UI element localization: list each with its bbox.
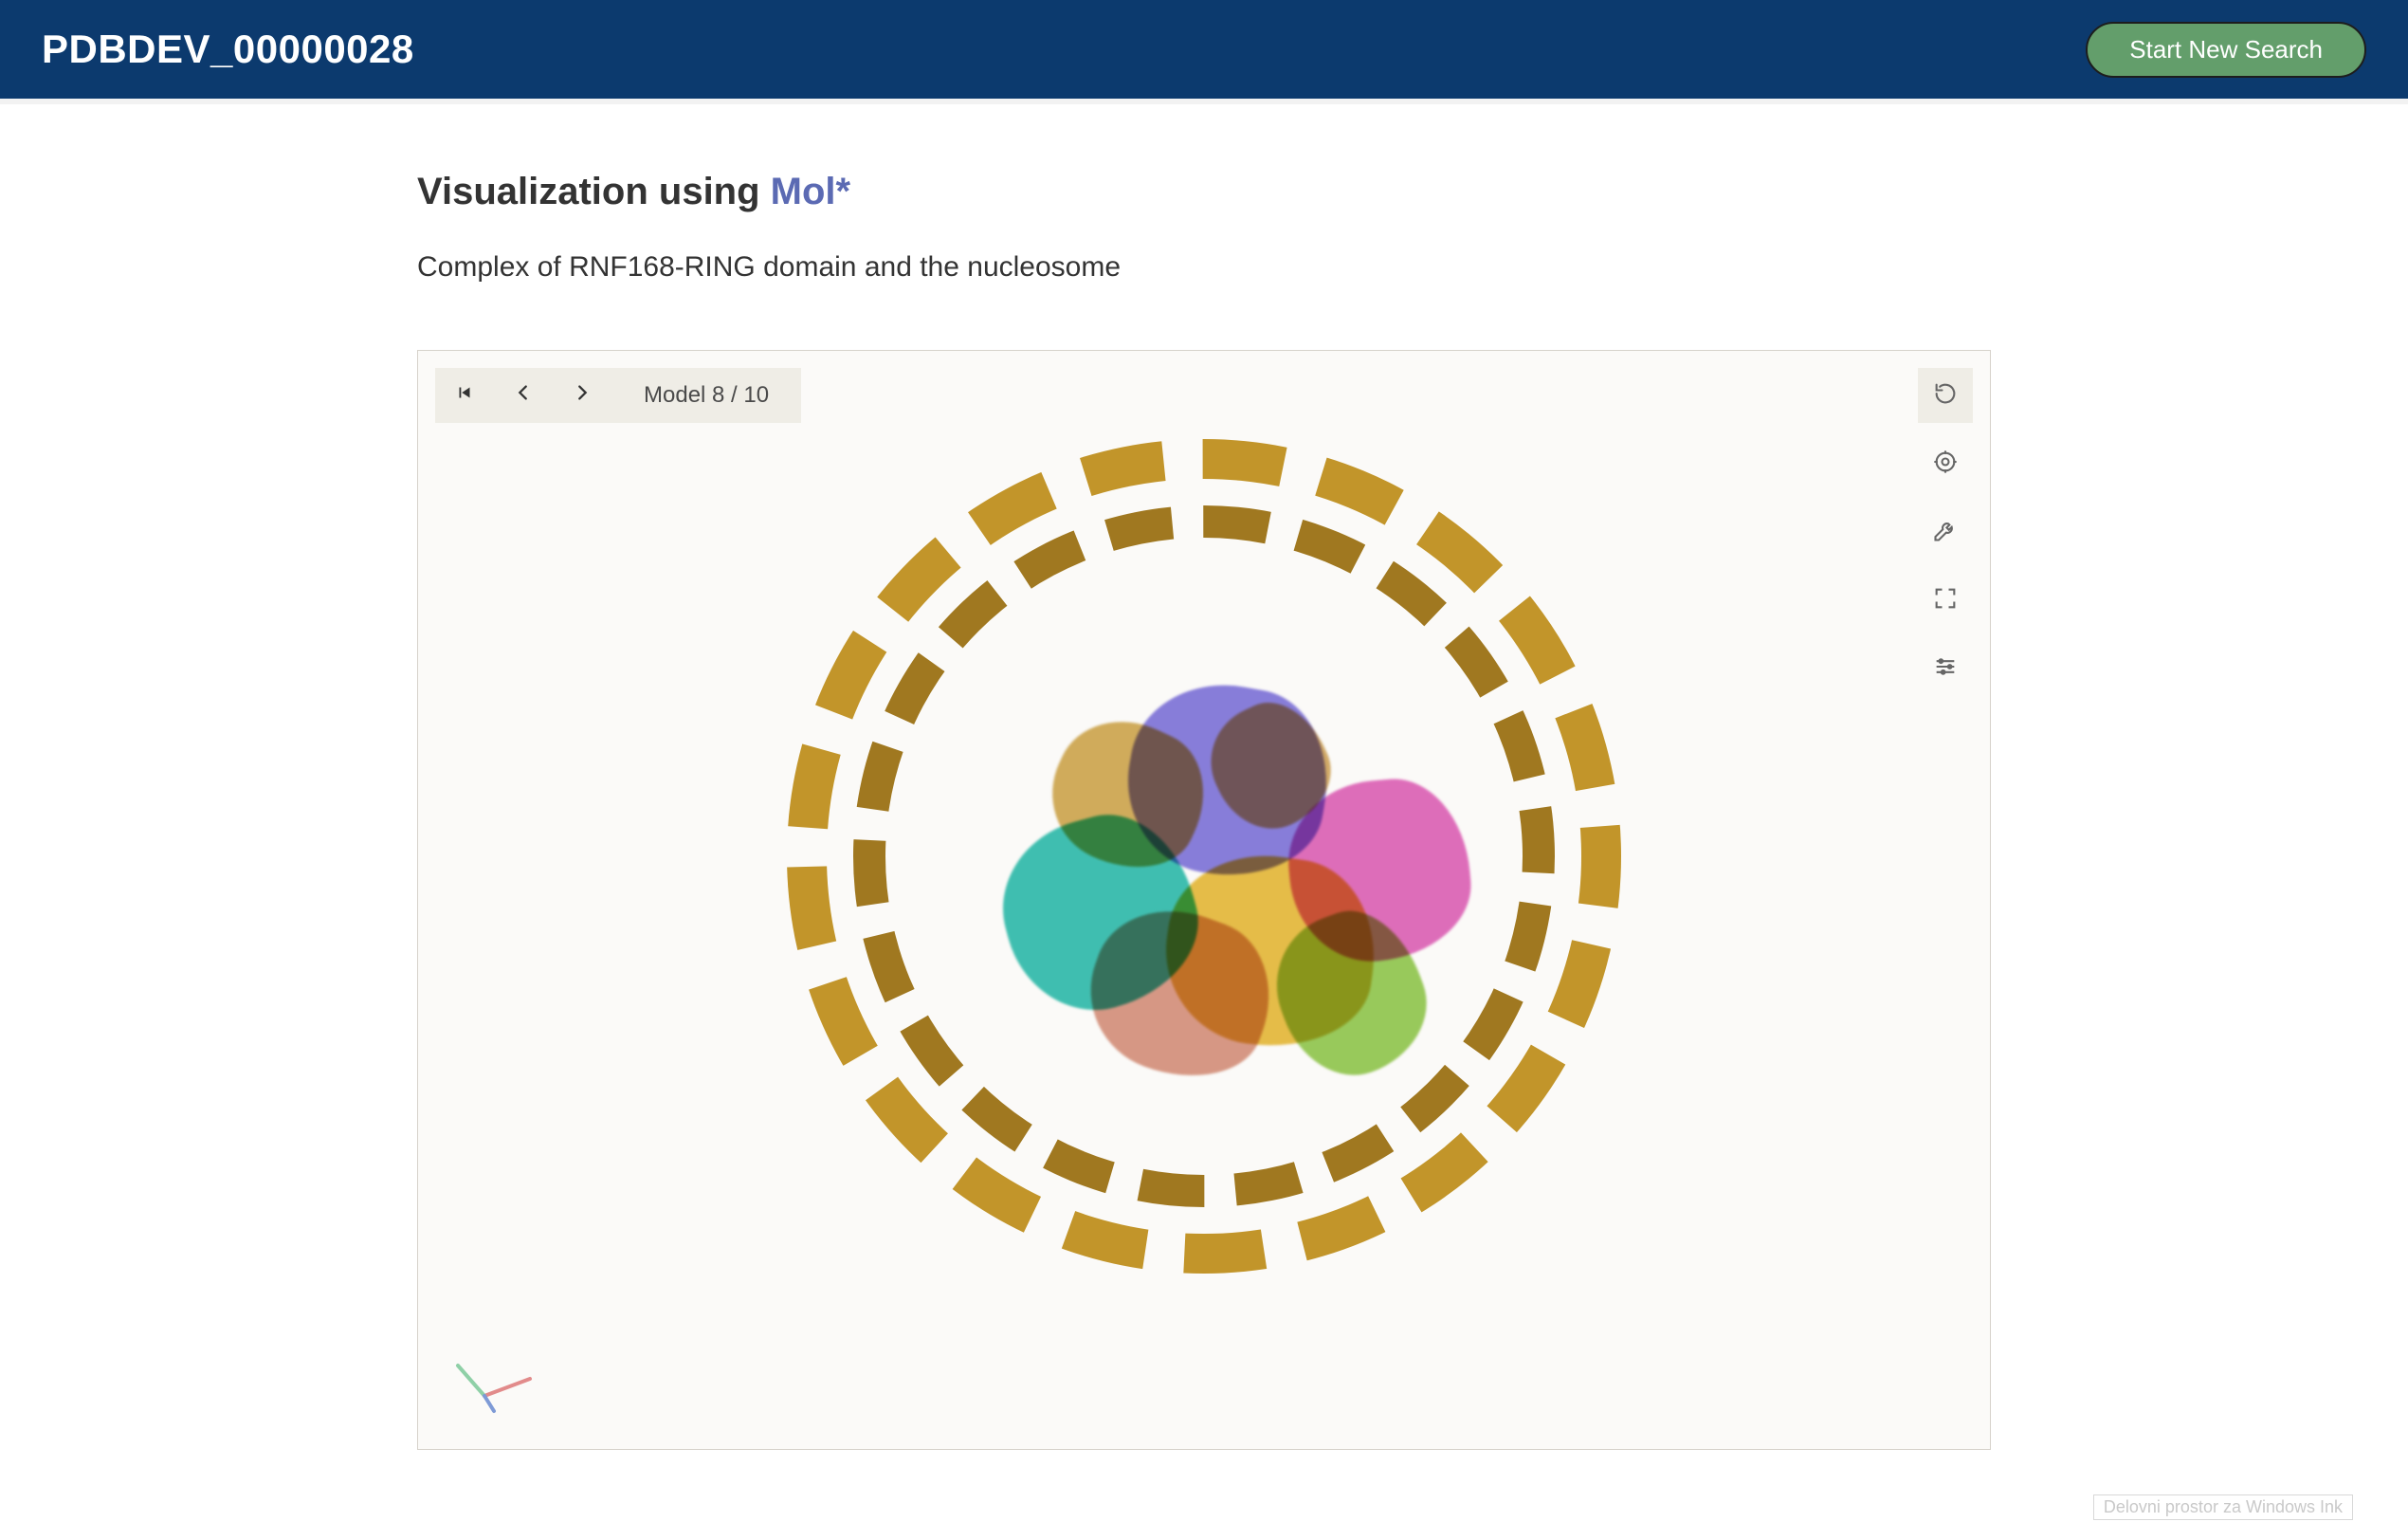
prev-model-button[interactable] [494, 368, 553, 423]
next-model-button[interactable] [553, 368, 611, 423]
settings-panel-button[interactable] [1918, 641, 1973, 696]
heading-prefix: Visualization using [417, 171, 771, 212]
reset-camera-icon [1932, 380, 1959, 412]
skip-start-icon [454, 382, 475, 410]
screenshot-icon [1932, 449, 1959, 480]
page-title: PDBDEV_00000028 [42, 27, 414, 72]
fullscreen-icon [1932, 585, 1959, 616]
axis-widget [447, 1347, 538, 1415]
model-nav: Model 8 / 10 [435, 368, 801, 423]
model-nav-label: Model 8 / 10 [611, 382, 801, 409]
molecule-render [768, 420, 1640, 1293]
molstar-link[interactable]: Mol* [771, 171, 850, 212]
windows-ink-hint: Delovni prostor za Windows Ink [2093, 1494, 2353, 1520]
screenshot-button[interactable] [1918, 436, 1973, 491]
molstar-viewer[interactable]: Model 8 / 10 [417, 350, 1991, 1450]
chevron-right-icon [572, 382, 593, 410]
build-icon [1932, 517, 1959, 548]
build-button[interactable] [1918, 504, 1973, 559]
structure-subtitle: Complex of RNF168-RING domain and the nu… [417, 251, 1991, 284]
viewer-side-toolbar [1918, 368, 1973, 709]
visualization-heading: Visualization using Mol* [417, 171, 1991, 213]
reset-camera-button[interactable] [1918, 368, 1973, 423]
first-model-button[interactable] [435, 368, 494, 423]
fullscreen-button[interactable] [1918, 573, 1973, 628]
chevron-left-icon [513, 382, 534, 410]
content-area: Visualization using Mol* Complex of RNF1… [0, 104, 2408, 1450]
start-new-search-button[interactable]: Start New Search [2086, 22, 2366, 78]
settings-icon [1932, 653, 1959, 685]
top-bar: PDBDEV_00000028 Start New Search [0, 0, 2408, 104]
